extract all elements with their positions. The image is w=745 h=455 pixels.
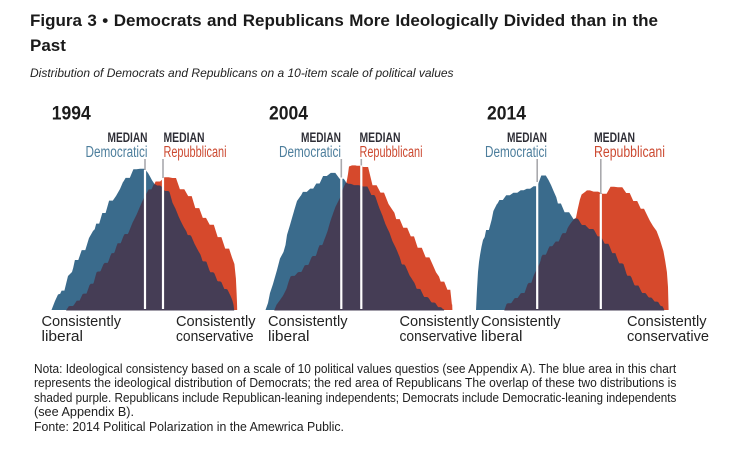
svg-text:conservative: conservative [400,329,478,345]
svg-text:Repubblicani: Repubblicani [164,144,227,161]
svg-text:Repubblicani: Repubblicani [360,144,423,161]
svg-text:Consistently: Consistently [400,314,480,330]
svg-text:Consistently: Consistently [268,314,348,330]
svg-text:MEDIAN: MEDIAN [301,129,341,145]
svg-text:Repubblicani: Repubblicani [594,144,665,161]
svg-text:1994: 1994 [52,104,91,125]
svg-text:Democratici: Democratici [279,144,341,161]
svg-text:MEDIAN: MEDIAN [594,129,635,145]
svg-text:liberal: liberal [42,329,84,345]
svg-text:Democratici: Democratici [86,144,148,161]
svg-text:Consistently: Consistently [627,314,707,330]
svg-text:Consistently: Consistently [176,314,256,330]
svg-text:conservative: conservative [627,329,709,345]
svg-text:2014: 2014 [487,104,526,125]
svg-text:conservative: conservative [176,329,254,345]
svg-text:Consistently: Consistently [481,314,561,330]
svg-text:Consistently: Consistently [42,314,122,330]
svg-text:MEDIAN: MEDIAN [360,129,401,145]
svg-text:MEDIAN: MEDIAN [164,129,205,145]
svg-text:Democratici: Democratici [485,144,547,161]
svg-text:liberal: liberal [481,329,523,345]
svg-text:MEDIAN: MEDIAN [108,129,148,145]
svg-text:2004: 2004 [269,104,308,125]
svg-text:MEDIAN: MEDIAN [507,129,547,145]
svg-text:liberal: liberal [268,329,310,345]
